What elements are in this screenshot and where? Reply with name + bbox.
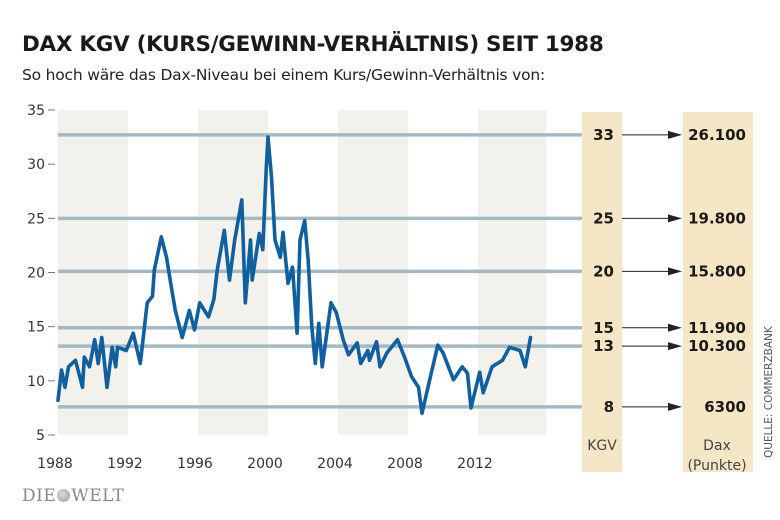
globe-icon <box>57 489 71 502</box>
arrow-head-icon <box>668 130 682 139</box>
dax-value: 10.300 <box>688 337 746 355</box>
kgv-value: 13 <box>593 337 614 355</box>
y-tick-label: 20 <box>27 266 45 282</box>
x-tick-label: 2004 <box>317 456 353 472</box>
kgv-value: 8 <box>604 398 614 416</box>
kgv-value: 15 <box>593 319 614 337</box>
kgv-value: 33 <box>593 126 614 144</box>
dax-column-unit: (Punkte) <box>687 458 746 474</box>
dax-column <box>683 112 753 472</box>
y-tick-label: 10 <box>27 374 45 390</box>
x-tick-label: 2008 <box>387 456 423 472</box>
arrow-head-icon <box>668 323 682 332</box>
kgv-column <box>582 112 622 472</box>
y-tick-label: 5 <box>36 428 45 444</box>
logo-text-right: WELT <box>71 486 125 506</box>
die-welt-logo: DIE WELT <box>22 486 124 506</box>
arrow-head-icon <box>668 267 682 276</box>
dax-value: 6300 <box>704 398 746 416</box>
y-tick-label: 25 <box>27 211 45 227</box>
y-tick-label: 30 <box>27 157 45 173</box>
arrow-head-icon <box>668 342 682 351</box>
x-tick-label: 1996 <box>177 456 213 472</box>
logo-text-left: DIE <box>22 486 57 506</box>
series-line-dax-kgv <box>56 135 533 416</box>
dax-column-label: Dax <box>703 438 731 454</box>
dax-value: 26.100 <box>688 126 746 144</box>
arrow-head-icon <box>668 402 682 411</box>
kgv-column-label: KGV <box>587 438 617 454</box>
source-note: QUELLE: COMMERZBANK <box>763 325 775 458</box>
dax-value: 11.900 <box>688 319 746 337</box>
dax-value: 15.800 <box>688 262 746 280</box>
x-tick-label: 2000 <box>247 456 283 472</box>
kgv-value: 25 <box>593 209 614 227</box>
kgv-value: 20 <box>593 262 614 280</box>
dax-value: 19.800 <box>688 209 746 227</box>
arrow-head-icon <box>668 214 682 223</box>
y-tick-label: 15 <box>27 320 45 336</box>
x-tick-label: 2012 <box>457 456 493 472</box>
chart-title: DAX KGV (KURS/GEWINN-VERHÄLTNIS) SEIT 19… <box>22 32 604 57</box>
x-tick-label: 1988 <box>37 456 73 472</box>
chart-subtitle: So hoch wäre das Dax-Niveau bei einem Ku… <box>22 66 546 84</box>
x-tick-label: 1992 <box>107 456 143 472</box>
y-tick-label: 35 <box>27 103 45 119</box>
